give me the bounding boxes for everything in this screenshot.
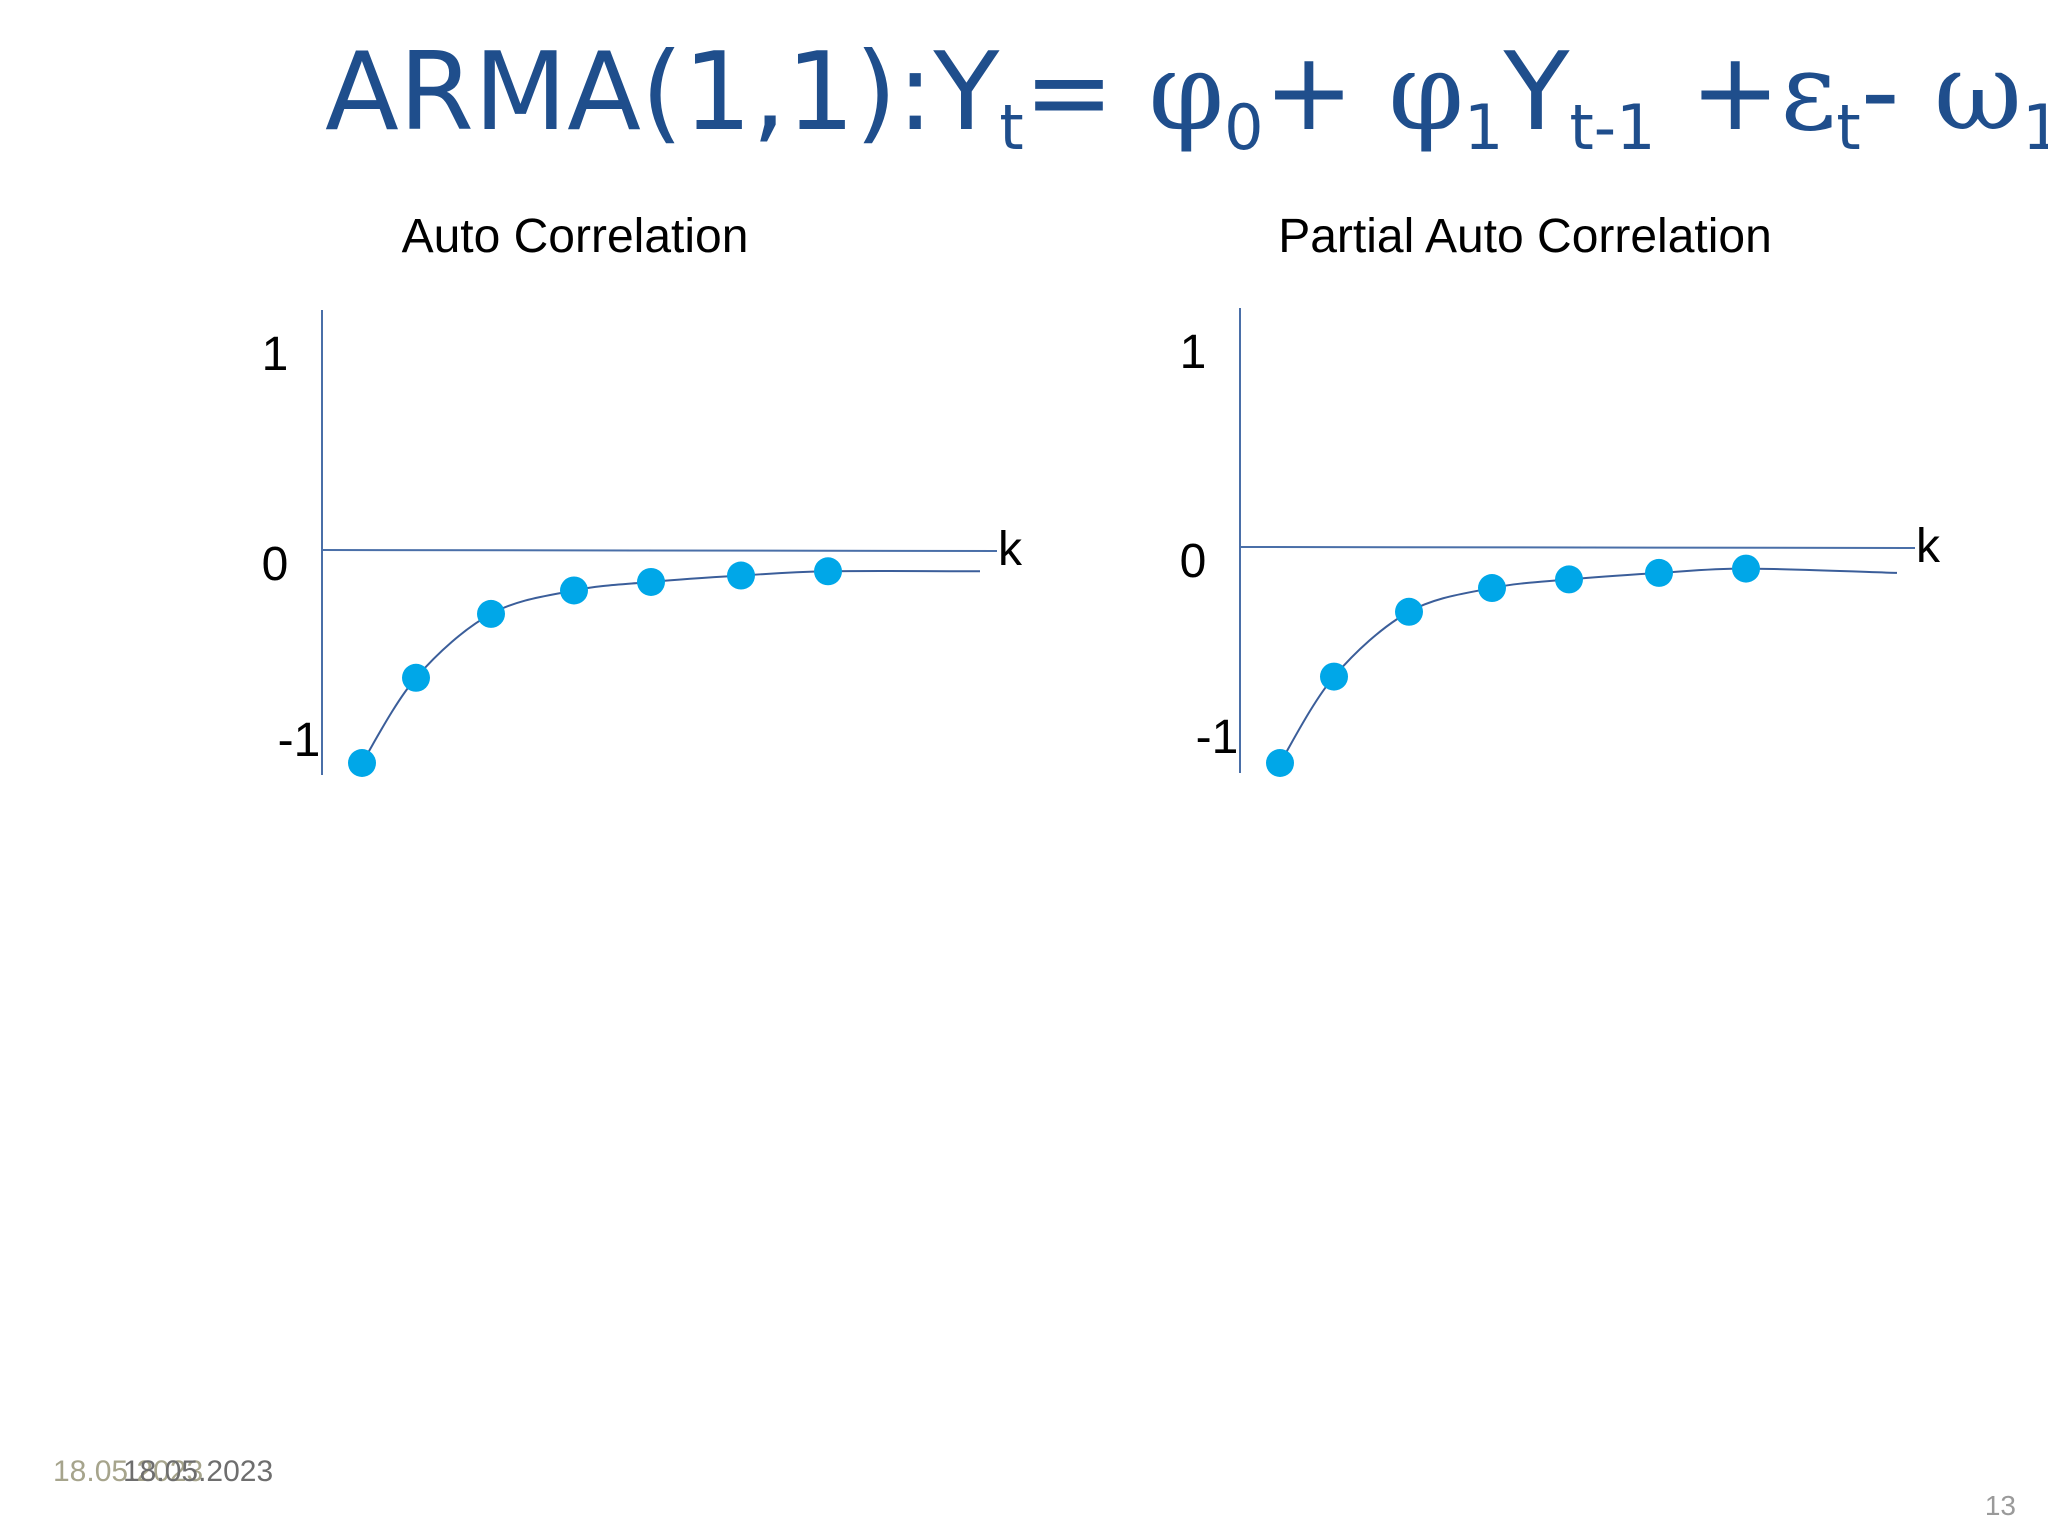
pacf-point-k6: [1645, 558, 1673, 587]
pacf-y-tick-minus-1: -1: [1196, 711, 1239, 764]
acf-point-k4: [560, 576, 588, 605]
pacf-x-axis-label: k: [1916, 520, 1941, 573]
title-phi0: φ: [1148, 30, 1225, 155]
title-sub-t-2: t: [1836, 90, 1861, 164]
title-phi1: φ: [1388, 30, 1465, 155]
pacf-y-tick-1: 1: [1180, 326, 1207, 379]
acf-chart: Auto Correlation k 1 0 -1: [262, 210, 1023, 777]
acf-y-tick-minus-1: -1: [278, 714, 321, 767]
pacf-chart-title: Partial Auto Correlation: [1278, 210, 1772, 263]
slide-title: ARMA(1,1):Yt= φ0+ φ1Yt-1 +εt- ω1εt-1: [325, 18, 2048, 168]
title-equals: =: [1023, 30, 1149, 155]
pacf-chart: Partial Auto Correlation k 1 0 -1: [1180, 210, 1941, 777]
acf-point-k1: [348, 749, 376, 777]
pacf-x-axis: [1239, 546, 1916, 549]
acf-y-tick-1: 1: [262, 328, 289, 381]
footer-date: 18.05.2023: [123, 1455, 274, 1488]
acf-point-k3: [477, 599, 505, 628]
title-omega: ω: [1934, 30, 2023, 155]
title-plus: +: [1263, 30, 1389, 155]
acf-fit-curve: [361, 569, 981, 764]
pacf-point-k7: [1732, 554, 1760, 583]
title-epsilon: ε: [1780, 30, 1837, 155]
acf-point-k7: [814, 557, 842, 586]
acf-point-k2: [402, 663, 430, 692]
pacf-point-k1: [1266, 749, 1294, 777]
title-sub-1: 1: [1464, 90, 1504, 164]
pacf-points: [1266, 554, 1760, 777]
title-sub-t-minus-1: t-1: [1569, 90, 1656, 164]
acf-point-k5: [637, 567, 665, 596]
title-y: Y: [1503, 30, 1570, 155]
pacf-fit-curve: [1279, 567, 1898, 764]
title-minus: -: [1860, 30, 1935, 155]
pacf-y-tick-0: 0: [1180, 535, 1207, 588]
title-sub-t: t: [999, 90, 1024, 164]
acf-point-k6: [727, 561, 755, 590]
title-sub-0: 0: [1224, 90, 1264, 164]
title-plus-2: +: [1655, 30, 1781, 155]
pacf-point-k4: [1478, 574, 1506, 603]
page-number: 13: [1984, 1490, 2016, 1521]
pacf-point-k2: [1320, 662, 1348, 691]
acf-points: [348, 557, 842, 777]
pacf-point-k3: [1395, 597, 1423, 626]
title-main: ARMA(1,1):Y: [325, 30, 1000, 155]
title-sub-1-b: 1: [2022, 90, 2048, 164]
acf-chart-title: Auto Correlation: [402, 210, 749, 263]
pacf-point-k5: [1555, 565, 1583, 594]
acf-x-axis-label: k: [998, 523, 1023, 576]
footer-date-placeholder: 18.05.2023: [53, 1455, 204, 1488]
acf-x-axis: [321, 549, 998, 552]
acf-y-tick-0: 0: [262, 538, 289, 591]
